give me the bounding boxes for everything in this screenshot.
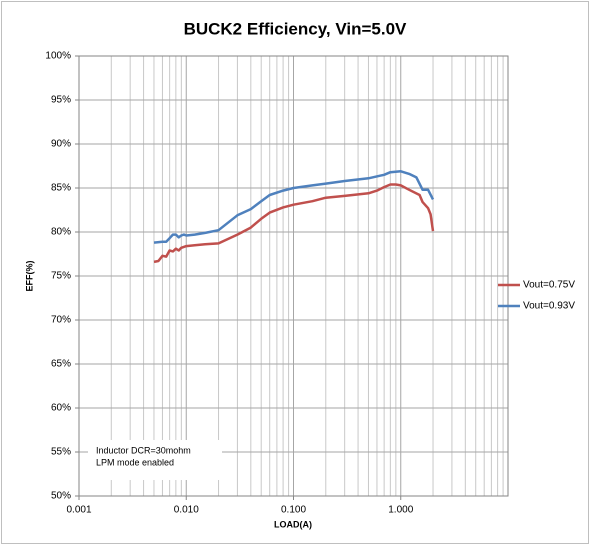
x-tick-label: 0.001 [66, 505, 91, 516]
x-tick-label: 1.000 [388, 505, 413, 516]
y-axis-label: EFF(%) [24, 261, 34, 292]
x-tick-label: 0.100 [281, 505, 306, 516]
chart-title: BUCK2 Efficiency, Vin=5.0V [184, 19, 407, 38]
x-axis-label: LOAD(A) [274, 519, 312, 529]
y-tick-label: 100% [45, 51, 71, 62]
series-line [153, 183, 435, 264]
y-tick-label: 55% [51, 447, 71, 458]
series-line [153, 170, 435, 244]
y-tick-label: 50% [51, 491, 71, 502]
x-tick-label: 0.010 [174, 505, 199, 516]
annotation-box [88, 440, 222, 480]
y-tick-label: 85% [51, 183, 71, 194]
y-tick-label: 95% [51, 95, 71, 106]
y-tick-label: 90% [51, 139, 71, 150]
annotation: LPM mode enabled [96, 457, 174, 467]
plot-border [78, 55, 509, 497]
annotation: Inductor DCR=30mohm [96, 445, 191, 455]
y-tick-label: 60% [51, 403, 71, 414]
y-tick-label: 70% [51, 315, 71, 326]
y-tick-label: 65% [51, 359, 71, 370]
legend-label: Vout=0.75V [523, 280, 575, 291]
y-tick-label: 75% [51, 271, 71, 282]
y-tick-label: 80% [51, 227, 71, 238]
legend-label: Vout=0.93V [523, 301, 575, 312]
